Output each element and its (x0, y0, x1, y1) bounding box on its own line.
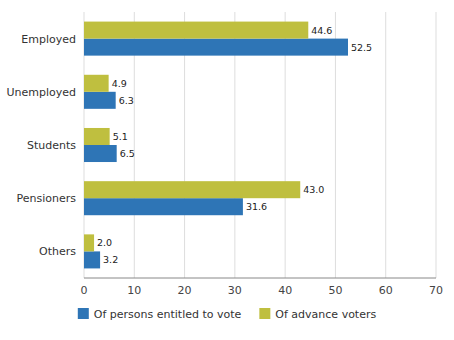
axis-line (84, 278, 436, 279)
tick-label: 60 (379, 284, 393, 297)
data-labels: 3.2 2.0 31.6 43.0 6.5 5.1 6.3 4.9 52.5 44.6 (97, 25, 372, 266)
legend-item: Of persons entitled to vote (78, 308, 242, 321)
data-label: 43.0 (303, 184, 324, 195)
bar (84, 251, 100, 268)
bar (84, 128, 110, 145)
tick-label: 30 (228, 284, 242, 297)
chart: 0 10 20 30 40 50 60 70 3.2 2.0 31.6 43.0 6.5 5.1 6.3 4.… (0, 0, 454, 340)
bar (84, 92, 116, 109)
grid (84, 12, 436, 278)
legend: Of persons entitled to vote Of advance vo… (78, 308, 377, 321)
legend-label: Of persons entitled to vote (94, 308, 242, 321)
category-label: Students (27, 139, 76, 152)
tick-label: 70 (429, 284, 443, 297)
data-label: 6.5 (120, 148, 135, 159)
bar (84, 198, 243, 215)
data-label: 52.5 (351, 42, 372, 53)
legend-label: Of advance voters (275, 308, 376, 321)
x-axis: 0 10 20 30 40 50 60 70 (81, 278, 444, 297)
bar (84, 75, 109, 92)
legend-swatch (78, 308, 89, 319)
category-label: Employed (21, 33, 76, 46)
data-label: 44.6 (311, 25, 332, 36)
data-label: 6.3 (119, 95, 134, 106)
bars (84, 22, 348, 269)
tick-label: 0 (81, 284, 88, 297)
data-label: 4.9 (112, 78, 127, 89)
y-axis: Others Pensioners Students Unemployed Employ… (6, 33, 76, 259)
bar (84, 22, 308, 39)
tick-label: 10 (127, 284, 141, 297)
category-label: Unemployed (6, 86, 76, 99)
category-label: Others (39, 245, 76, 258)
bar (84, 181, 300, 198)
grid-line (436, 12, 437, 278)
tick-label: 20 (178, 284, 192, 297)
tick-label: 50 (328, 284, 342, 297)
data-label: 31.6 (246, 201, 267, 212)
data-label: 2.0 (97, 237, 112, 248)
bar (84, 234, 94, 251)
data-label: 3.2 (103, 254, 118, 265)
bar (84, 39, 348, 56)
tick-label: 40 (278, 284, 292, 297)
data-label: 5.1 (113, 131, 128, 142)
category-label: Pensioners (17, 192, 77, 205)
grid-line (385, 12, 386, 278)
legend-item: Of advance voters (259, 308, 376, 321)
chart-container: 0 10 20 30 40 50 60 70 3.2 2.0 31.6 43.0 6.5 5.1 6.3 4.… (0, 0, 454, 340)
bar (84, 145, 117, 162)
legend-swatch (259, 308, 270, 319)
